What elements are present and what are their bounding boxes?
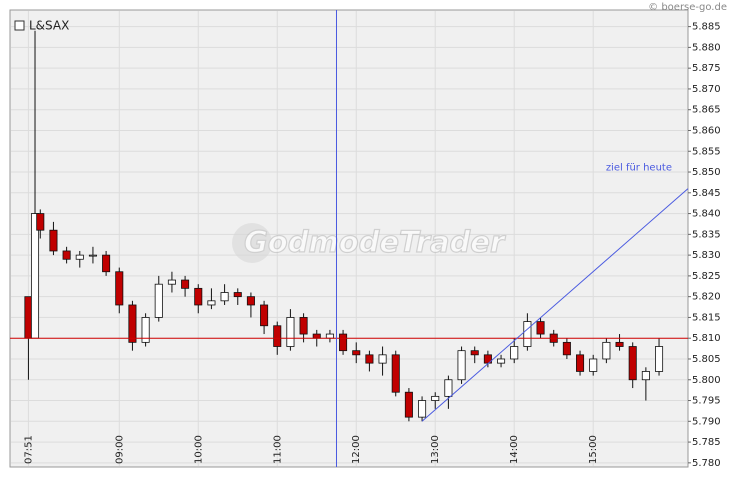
candle-body (246, 296, 255, 306)
candle-body (220, 292, 229, 302)
y-tick-label: 5.820 (692, 292, 721, 303)
candle-body (339, 333, 348, 352)
y-tick-label: 5.795 (692, 396, 721, 407)
x-tick-label: 10:00 (193, 435, 204, 464)
watermark-logo (232, 223, 272, 263)
candle-body (391, 354, 400, 393)
candle-body (207, 300, 216, 306)
y-tick-label: 5.785 (692, 437, 721, 448)
candle-body (576, 354, 585, 372)
candle-body (24, 296, 33, 339)
legend-swatch (14, 20, 25, 31)
candle-body (62, 250, 71, 260)
candle-body (523, 321, 532, 347)
y-tick-label: 5.825 (692, 271, 721, 282)
annotation: ziel für heute (606, 163, 672, 174)
y-tick-label: 5.835 (692, 229, 721, 240)
candle-body (88, 254, 97, 257)
candle-body (75, 254, 84, 260)
candle-body (444, 379, 453, 397)
x-tick-label: 12:00 (351, 435, 362, 464)
candle-body (628, 346, 637, 381)
y-tick-label: 5.885 (692, 22, 721, 33)
x-tick-label: 11:00 (272, 435, 283, 464)
candle-body (510, 346, 519, 360)
y-tick-label: 5.840 (692, 209, 721, 220)
candle-body (431, 395, 440, 401)
y-tick-label: 5.855 (692, 146, 721, 157)
y-tick-label: 5.810 (692, 333, 721, 344)
candle-body (418, 400, 427, 418)
candle-body (325, 333, 334, 339)
candle-body (194, 287, 203, 306)
candle-body (299, 317, 308, 335)
y-tick-label: 5.800 (692, 375, 721, 386)
candle-body (470, 350, 479, 356)
watermark-group: GodmodeTrader (232, 223, 507, 263)
y-tick-label: 5.870 (692, 84, 721, 95)
y-tick-label: 5.845 (692, 188, 721, 199)
candle-body (141, 317, 150, 343)
y-tick-label: 5.880 (692, 42, 721, 53)
candle-body (115, 271, 124, 306)
candle-body (365, 354, 374, 364)
candle-body (615, 341, 624, 347)
x-tick-label: 15:00 (588, 435, 599, 464)
x-tick-label: 13:00 (430, 435, 441, 464)
candle-body (378, 354, 387, 364)
candle-body (286, 317, 295, 347)
plot-area (9, 9, 689, 468)
candle-body (102, 254, 111, 273)
candle-body (404, 391, 413, 418)
candle-body (30, 213, 40, 339)
candle-body (36, 213, 45, 231)
candle-body (128, 304, 137, 343)
candle-body (312, 333, 321, 339)
candle-body (536, 321, 545, 335)
trend-line (421, 188, 689, 422)
y-tick-label: 5.805 (692, 354, 721, 365)
candle-body (154, 283, 163, 318)
y-tick-label: 5.815 (692, 312, 721, 323)
y-tick-label: 5.875 (692, 63, 721, 74)
x-tick-label: 14:00 (509, 435, 520, 464)
y-tick-label: 5.780 (692, 458, 721, 469)
x-tick-label: 07:51 (23, 435, 34, 464)
candle-body (352, 350, 361, 356)
y-tick-label: 5.790 (692, 416, 721, 427)
x-tick-label: 09:00 (114, 435, 125, 464)
candle-body (260, 304, 269, 327)
candle-body (457, 350, 466, 381)
y-tick-label: 5.860 (692, 125, 721, 136)
candle-body (589, 358, 598, 372)
candle-body (273, 325, 282, 347)
y-tick-label: 5.865 (692, 105, 721, 116)
candle-body (641, 371, 650, 381)
candle-body (562, 341, 571, 356)
candle-body (655, 346, 664, 372)
watermark: GodmodeTrader (244, 225, 506, 259)
legend-label: L&SAX (29, 19, 69, 33)
candle-body (602, 341, 611, 360)
source: © boerse-go.de (648, 2, 727, 13)
candle-body (167, 279, 176, 285)
candle-body (497, 358, 506, 364)
candle-body (49, 229, 58, 252)
candle-body (233, 292, 242, 298)
y-tick-label: 5.830 (692, 250, 721, 261)
candle-body (181, 279, 190, 289)
y-tick-label: 5.850 (692, 167, 721, 178)
